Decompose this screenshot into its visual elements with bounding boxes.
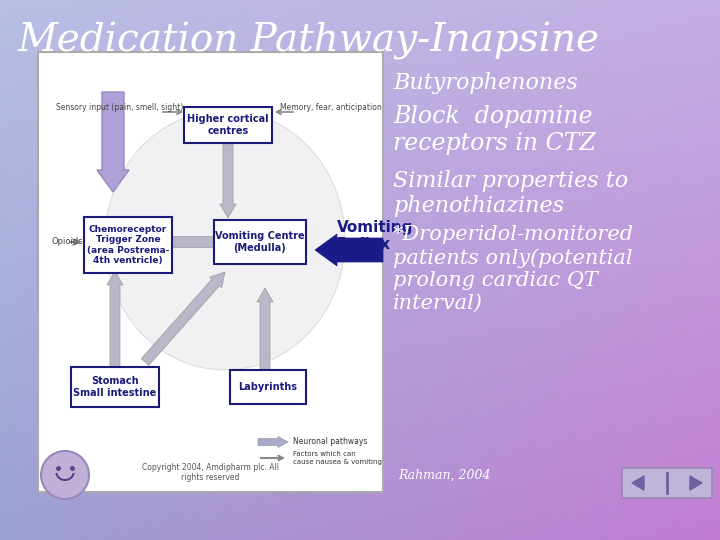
- Text: Similar properties to
phenothiazines: Similar properties to phenothiazines: [393, 170, 628, 218]
- Text: Rahman, 2004: Rahman, 2004: [398, 469, 490, 482]
- Text: Labyrinths: Labyrinths: [238, 382, 297, 392]
- Bar: [84, 217, 172, 273]
- FancyArrow shape: [141, 272, 225, 366]
- Text: Stomach
Small intestine: Stomach Small intestine: [73, 376, 157, 398]
- Text: Chemoreceptor
Trigger Zone
(area Postrema-
4th ventricle): Chemoreceptor Trigger Zone (area Postrem…: [86, 225, 169, 265]
- Bar: [214, 220, 306, 264]
- FancyArrow shape: [315, 234, 383, 266]
- Polygon shape: [690, 476, 702, 490]
- Text: Sensory input (pain, smell, sight): Sensory input (pain, smell, sight): [56, 103, 184, 111]
- Text: Memory, fear, anticipation: Memory, fear, anticipation: [280, 103, 382, 111]
- Text: Block  dopamine
receptors in CTZ: Block dopamine receptors in CTZ: [393, 105, 595, 154]
- Bar: [622, 468, 712, 498]
- Ellipse shape: [105, 110, 345, 370]
- Bar: [71, 367, 159, 407]
- FancyArrow shape: [258, 436, 288, 448]
- Text: Medication Pathway-Inapsine: Medication Pathway-Inapsine: [18, 22, 600, 60]
- Text: Opioids: Opioids: [52, 238, 84, 246]
- Text: Factors which can
cause nausea & vomiting: Factors which can cause nausea & vomitin…: [293, 451, 382, 465]
- FancyArrow shape: [257, 288, 273, 370]
- Text: Copyright 2004, Amdipharm plc. All
rights reserved: Copyright 2004, Amdipharm plc. All right…: [142, 463, 279, 482]
- FancyArrow shape: [172, 233, 234, 251]
- FancyArrow shape: [107, 271, 123, 367]
- Text: Vomiting Centre
(Medulla): Vomiting Centre (Medulla): [215, 231, 305, 253]
- Bar: [230, 370, 306, 404]
- Bar: [184, 107, 272, 143]
- Text: Vomiting
Reflex: Vomiting Reflex: [337, 220, 413, 252]
- FancyArrow shape: [97, 92, 129, 192]
- Text: Butyrophenones: Butyrophenones: [393, 72, 577, 94]
- Polygon shape: [632, 476, 644, 490]
- Bar: [38, 52, 383, 492]
- Text: Higher cortical
centres: Higher cortical centres: [187, 114, 269, 136]
- Text: Neuronal pathways: Neuronal pathways: [293, 437, 367, 447]
- Circle shape: [41, 451, 89, 499]
- Text: *Droperidol-monitored
patients only(potential
prolong cardiac QT
interval): *Droperidol-monitored patients only(pote…: [393, 225, 634, 313]
- FancyArrow shape: [220, 143, 236, 218]
